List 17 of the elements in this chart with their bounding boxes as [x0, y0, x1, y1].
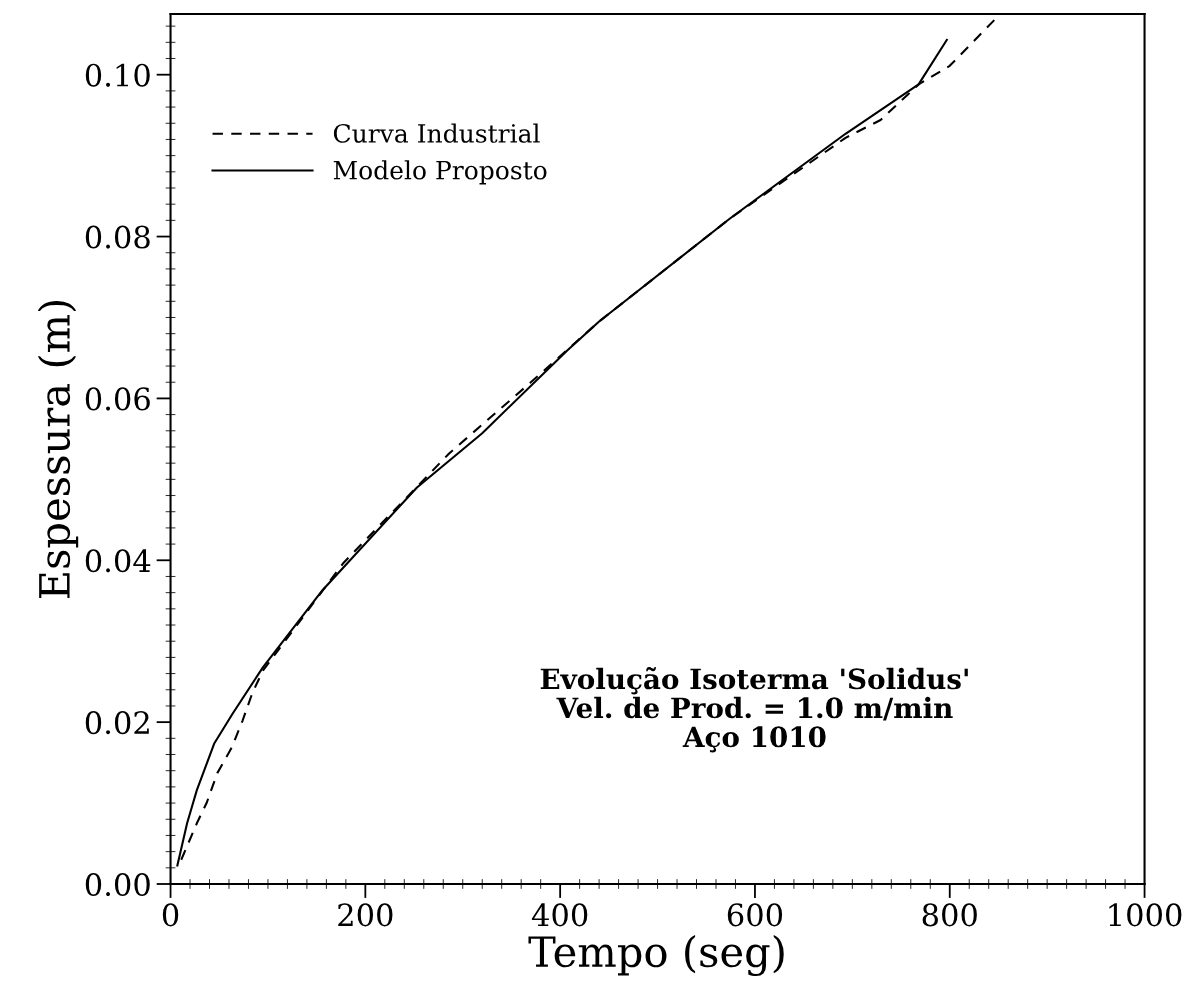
- y-tick-label: 0.06: [85, 387, 150, 411]
- y-tick-label: 0.10: [85, 63, 150, 87]
- x-tick-label: 200: [338, 903, 393, 927]
- y-axis-title: Espessura (m): [37, 300, 79, 599]
- x-tick-label: 400: [531, 903, 588, 927]
- legend-label: Curva Industrial: [333, 123, 540, 143]
- y-tick-label: 0.00: [85, 872, 150, 897]
- x-tick-label: 800: [922, 903, 977, 927]
- y-tick-label: 0.02: [85, 711, 149, 735]
- annotation: Evolução Isoterma 'Solidus' Vel. de Prod. = 1.0 m/min Aço 1010: [540, 666, 968, 753]
- x-tick-label: 600: [727, 903, 783, 927]
- x-tick-label: 0: [162, 903, 179, 927]
- y-tick-label: 0.04: [85, 549, 151, 573]
- legend-label: Modelo Proposto: [333, 160, 547, 185]
- x-axis-title: Tempo (seg): [528, 935, 784, 977]
- y-tick-label: 0.08: [85, 225, 150, 249]
- x-tick-label: 1000: [1109, 903, 1182, 927]
